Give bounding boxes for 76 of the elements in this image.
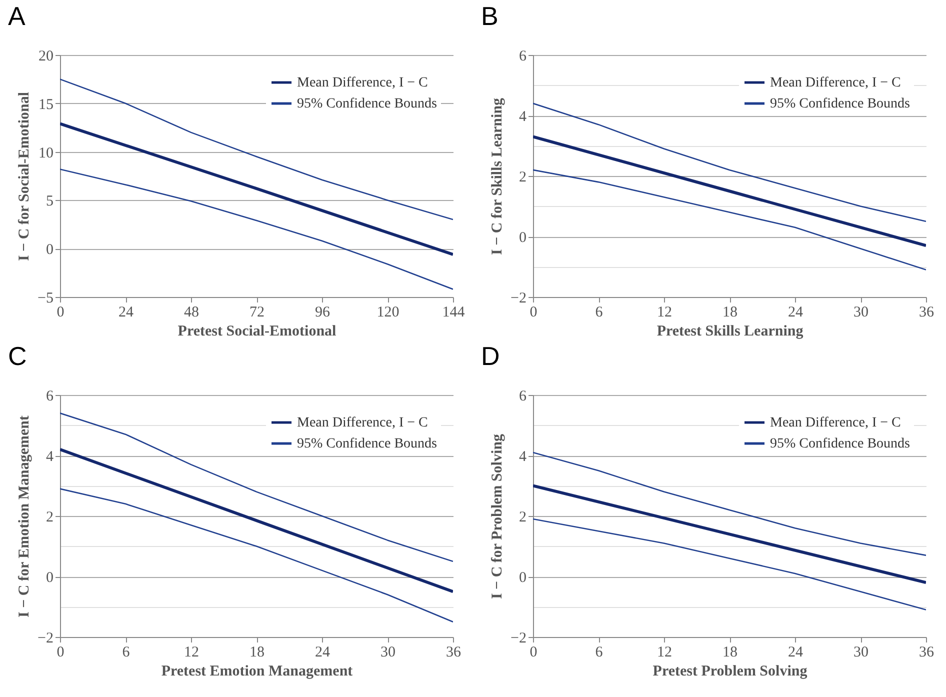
x-tick-label: 24 <box>315 644 330 660</box>
x-tick-label: 0 <box>56 644 64 660</box>
y-tick-label: 15 <box>38 96 54 113</box>
x-axis-title: Pretest Emotion Management <box>161 664 353 680</box>
line-series <box>533 169 926 270</box>
x-tick-label: 6 <box>595 304 604 320</box>
y-tick-label: 6 <box>519 48 527 64</box>
y-axis-title: I − C for Emotion Management <box>16 415 33 618</box>
line-series <box>60 412 453 562</box>
x-tick-label: 12 <box>184 644 199 660</box>
legend-label: Mean Difference, I − C <box>770 416 901 430</box>
y-tick-label: −2 <box>510 290 526 306</box>
line-series <box>60 488 453 623</box>
legend-label: 95% Confidence Bounds <box>770 436 910 452</box>
y-tick-label: 6 <box>519 388 527 404</box>
y-tick-label: 0 <box>519 570 526 586</box>
y-tick-label: −2 <box>38 630 54 646</box>
x-tick-label: 144 <box>442 304 466 320</box>
x-tick-label: 24 <box>788 304 804 320</box>
y-tick-label: 2 <box>519 510 526 526</box>
x-tick-label: 18 <box>722 304 738 320</box>
x-tick-label: 120 <box>376 304 400 320</box>
x-tick-label: 0 <box>530 304 538 320</box>
x-axis-title: Pretest Skills Learning <box>656 324 804 340</box>
x-axis-title: Pretest Problem Solving <box>652 664 808 680</box>
legend-label: 95% Confidence Bounds <box>770 96 910 112</box>
y-tick-label: 0 <box>519 230 526 246</box>
chart-title: C <box>8 341 27 371</box>
y-tick-label: 6 <box>46 388 54 404</box>
x-tick-label: 72 <box>250 304 264 320</box>
x-tick-label: 36 <box>919 304 934 320</box>
x-tick-label: 18 <box>250 644 264 660</box>
y-tick-label: 20 <box>38 48 54 64</box>
x-tick-label: 0 <box>56 304 64 320</box>
y-axis-title: I − C for Problem Solving <box>490 433 506 600</box>
y-tick-label: 0 <box>46 242 54 258</box>
x-tick-label: 0 <box>530 644 538 660</box>
x-tick-label: 30 <box>854 304 868 320</box>
legend-label: Mean Difference, I − C <box>297 76 428 90</box>
chart-title: B <box>481 1 498 31</box>
legend-label: Mean Difference, I − C <box>297 416 428 430</box>
y-tick-label: 10 <box>38 145 54 162</box>
x-tick-label: 30 <box>380 644 396 660</box>
line-series <box>533 518 926 610</box>
y-axis-title: I − C for Social-Emotional <box>16 92 33 262</box>
x-tick-label: 12 <box>657 644 672 660</box>
x-tick-label: 6 <box>122 644 130 660</box>
x-axis-title: Pretest Social-Emotional <box>178 324 336 340</box>
y-tick-label: 4 <box>46 449 54 465</box>
chart-title: D <box>481 341 500 371</box>
legend-label: Mean Difference, I − C <box>770 76 901 90</box>
chart-title: A <box>8 1 26 31</box>
y-axis-title: I − C for Skills Learning <box>490 97 506 256</box>
y-tick-label: 4 <box>519 449 527 465</box>
y-tick-label: 0 <box>46 570 54 586</box>
legend-label: 95% Confidence Bounds <box>297 96 437 112</box>
y-tick-label: 5 <box>46 194 54 210</box>
line-series <box>533 452 926 556</box>
x-tick-label: 48 <box>184 304 199 320</box>
line-series <box>60 78 453 220</box>
x-tick-label: 24 <box>788 644 804 660</box>
x-tick-label: 24 <box>118 304 134 320</box>
y-tick-label: 2 <box>519 170 526 186</box>
x-tick-label: 18 <box>722 644 738 660</box>
x-tick-label: 12 <box>657 304 672 320</box>
legend-label: 95% Confidence Bounds <box>297 436 437 452</box>
y-tick-label: 2 <box>46 510 54 526</box>
x-tick-label: 36 <box>919 644 934 660</box>
x-tick-label: 30 <box>854 644 868 660</box>
x-tick-label: 6 <box>595 644 604 660</box>
line-series <box>60 168 453 290</box>
y-tick-label: −2 <box>510 630 526 646</box>
y-tick-label: −5 <box>38 290 54 306</box>
y-tick-label: 4 <box>519 109 527 125</box>
x-tick-label: 36 <box>446 644 462 660</box>
x-tick-label: 96 <box>315 304 330 320</box>
